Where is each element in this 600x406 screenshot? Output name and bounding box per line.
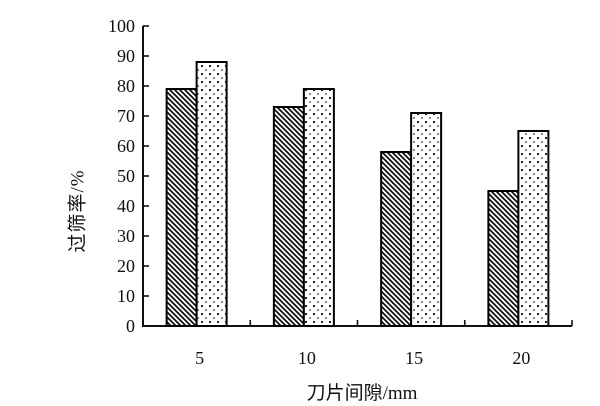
bar-dotted-series-10 <box>302 88 335 327</box>
y-tick-label: 30 <box>117 226 135 246</box>
bar-hatched-series-10 <box>272 106 305 327</box>
x-axis-title: 刀片间隙/mm <box>306 383 418 404</box>
x-tick-label: 20 <box>512 348 530 368</box>
x-tick-label: 15 <box>405 348 423 368</box>
bar-hatched-series-20 <box>487 190 520 327</box>
x-tick-label: 5 <box>195 348 204 368</box>
bar-hatched-series-5 <box>165 88 198 327</box>
y-tick-label: 70 <box>117 106 135 126</box>
x-tick-label: 10 <box>298 348 316 368</box>
bar-dotted-series-5 <box>195 61 228 327</box>
y-tick-label: 40 <box>117 196 135 216</box>
y-tick-label: 100 <box>108 16 135 36</box>
y-tick-label: 50 <box>117 166 135 186</box>
y-tick-label: 60 <box>117 136 135 156</box>
bar-hatched-series-15 <box>380 151 413 327</box>
bar-dotted-series-20 <box>517 130 550 327</box>
y-tick-label: 0 <box>126 316 135 336</box>
y-tick-label: 20 <box>117 256 135 276</box>
y-axis-title: 过筛率/% <box>67 169 89 253</box>
y-tick-label: 90 <box>117 46 135 66</box>
y-tick-label: 10 <box>117 286 135 306</box>
bar-dotted-series-15 <box>410 112 443 327</box>
y-tick-label: 80 <box>117 76 135 96</box>
